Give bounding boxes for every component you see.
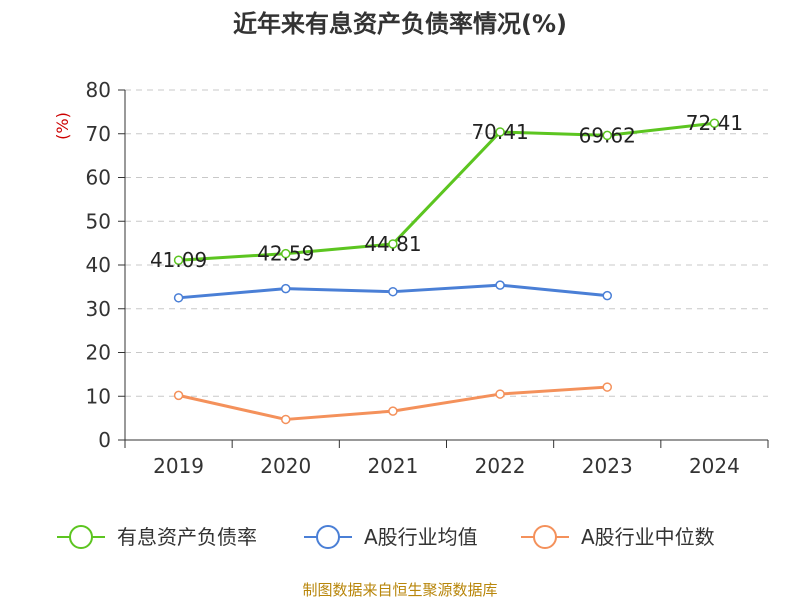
- x-tick-label: 2024: [689, 454, 740, 478]
- legend: 有息资产负债率 A股行业均值 A股行业中位数: [57, 525, 715, 549]
- data-label: 41.09: [150, 248, 207, 272]
- y-tick-label: 10: [86, 384, 111, 408]
- y-tick-label: 50: [86, 209, 111, 233]
- x-tick-label: 2019: [153, 454, 204, 478]
- y-tick-label: 80: [86, 78, 111, 102]
- data-point: [495, 389, 505, 399]
- data-point: [173, 255, 184, 265]
- data-label: 69.62: [579, 123, 636, 147]
- legend-marker: [533, 525, 557, 549]
- data-point: [388, 239, 398, 249]
- data-point: [281, 414, 291, 425]
- data-point: [281, 283, 291, 294]
- data-point: [388, 406, 398, 416]
- legend-label: A股行业均值: [364, 525, 478, 549]
- y-tick-label: 70: [86, 122, 111, 146]
- x-tick-label: 2023: [582, 454, 633, 478]
- data-labels: 41.09 42.59 44.81 70.41 69.62 72.41: [150, 111, 743, 272]
- data-point: [602, 382, 612, 392]
- data-point: [173, 293, 184, 303]
- data-point: [709, 118, 720, 128]
- x-tick-label: 2022: [475, 454, 526, 478]
- y-tick-label: 20: [86, 341, 111, 365]
- data-label: 72.41: [686, 111, 743, 135]
- legend-marker: [316, 525, 340, 549]
- x-tick-label: 2020: [260, 454, 311, 478]
- y-ticks: 0 10 20 30 40 50 60 70 80: [86, 78, 111, 452]
- data-point: [173, 390, 184, 401]
- x-tick-label: 2021: [367, 454, 418, 478]
- y-tick-label: 0: [98, 428, 111, 452]
- y-tick-label: 40: [86, 253, 111, 277]
- chart-title: 近年来有息资产负债率情况(%): [233, 10, 567, 38]
- legend-marker: [69, 525, 93, 549]
- series-layer: [173, 118, 720, 425]
- data-point: [602, 290, 612, 301]
- legend-label: A股行业中位数: [581, 525, 715, 549]
- data-point: [281, 248, 291, 259]
- axes: [118, 89, 769, 448]
- data-label: 42.59: [257, 242, 314, 266]
- data-point: [495, 127, 505, 137]
- data-point: [388, 286, 398, 297]
- data-label: 44.81: [364, 232, 421, 256]
- y-axis-label: (%): [53, 112, 72, 140]
- data-point: [602, 130, 612, 141]
- y-tick-label: 30: [86, 297, 111, 321]
- source-note: 制图数据来自恒生聚源数据库: [302, 581, 497, 599]
- x-ticks: 2019 2020 2021 2022 2023 2024: [153, 454, 740, 478]
- series-line: [178, 121, 715, 262]
- data-label: 70.41: [471, 120, 528, 144]
- y-tick-label: 60: [86, 166, 111, 190]
- grid-lines: [125, 89, 768, 397]
- legend-label: 有息资产负债率: [117, 525, 257, 549]
- data-point: [495, 280, 505, 290]
